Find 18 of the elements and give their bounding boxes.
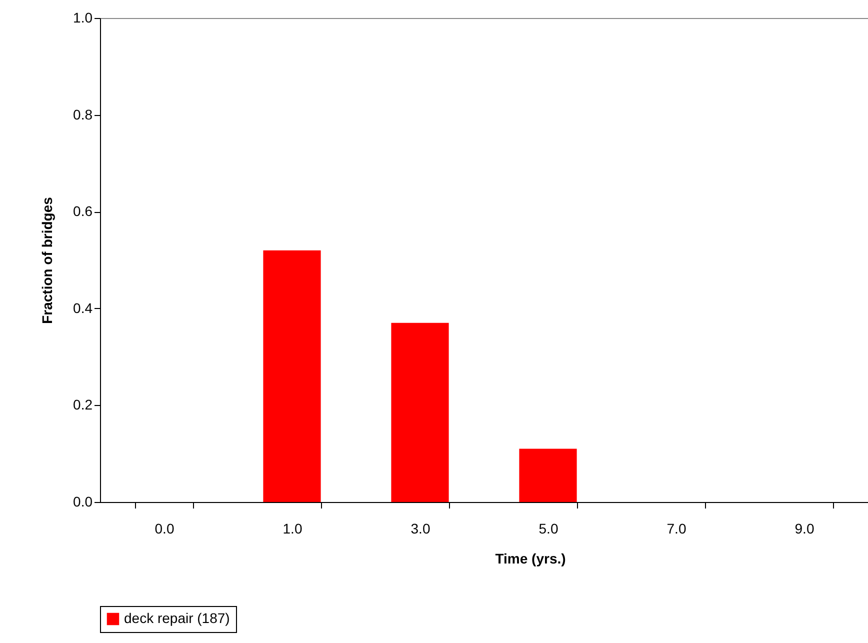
bar [519,448,577,502]
x-tick-label: 3.0 [410,520,430,536]
x-axis-title: Time (yrs.) [495,550,566,566]
y-axis-title: Fraction of bridges [39,196,56,324]
y-tick-label: 1.0 [73,10,93,26]
x-tick-label: 9.0 [794,520,814,536]
y-tick-label: 0.4 [73,300,93,316]
bar [263,250,321,502]
y-tick-label: 0.6 [73,203,93,220]
legend-label: deck repair (187) [124,610,230,626]
y-tick-label: 0.2 [73,396,93,413]
y-tick-label: 0.0 [73,494,93,510]
bar [391,322,449,502]
x-tick-label: 0.0 [154,520,174,536]
x-tick-label: 5.0 [538,520,558,536]
y-tick-label: 0.8 [73,106,93,122]
x-tick-label: 1.0 [282,520,302,536]
x-tick-label: 7.0 [666,520,686,536]
